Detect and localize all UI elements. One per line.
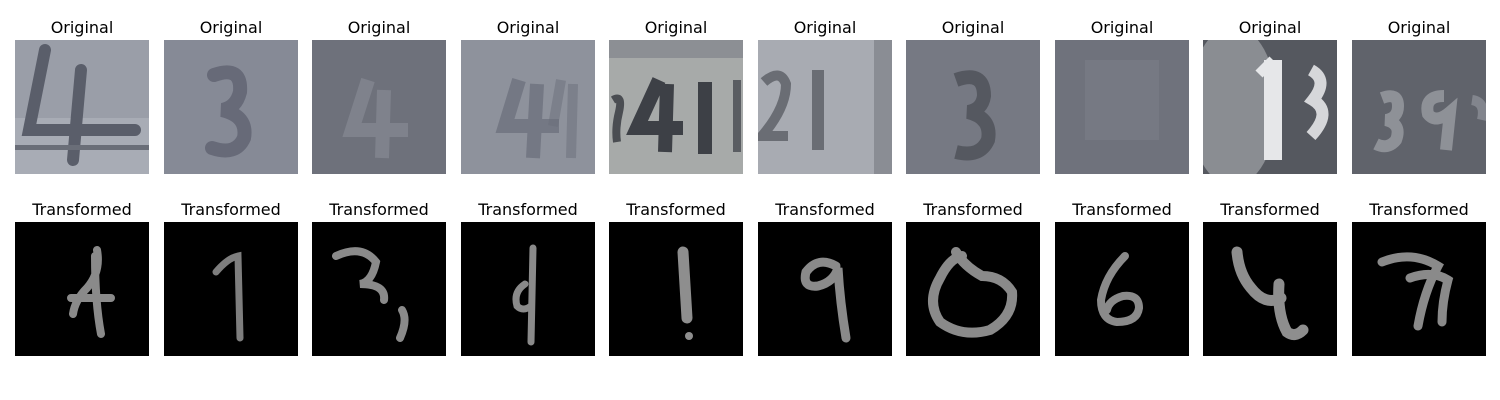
original-image-8 bbox=[1055, 40, 1189, 174]
transformed-image-7 bbox=[906, 222, 1040, 356]
original-image-2 bbox=[164, 40, 298, 174]
panel-title: Transformed bbox=[626, 200, 726, 219]
panel-title: Original bbox=[1387, 18, 1451, 37]
transformed-image-4 bbox=[461, 222, 595, 356]
panel-title: Original bbox=[496, 18, 560, 37]
panel-title: Original bbox=[644, 18, 708, 37]
panel-title: Transformed bbox=[478, 200, 578, 219]
panel-title: Transformed bbox=[775, 200, 875, 219]
original-image-10 bbox=[1352, 40, 1486, 174]
transformed-image-1 bbox=[15, 222, 149, 356]
transformed-image-3 bbox=[312, 222, 446, 356]
transformed-image-10 bbox=[1352, 222, 1486, 356]
panel-title: Original bbox=[793, 18, 857, 37]
panel-title: Transformed bbox=[181, 200, 281, 219]
panel-title: Original bbox=[1238, 18, 1302, 37]
transformed-image-5 bbox=[609, 222, 743, 356]
panel-title: Original bbox=[347, 18, 411, 37]
transformed-image-2 bbox=[164, 222, 298, 356]
transformed-image-6 bbox=[758, 222, 892, 356]
panel-title: Transformed bbox=[1369, 200, 1469, 219]
original-image-9 bbox=[1203, 40, 1337, 174]
original-image-1 bbox=[15, 40, 149, 174]
panel-title: Original bbox=[1090, 18, 1154, 37]
panel-title: Original bbox=[50, 18, 114, 37]
original-image-7 bbox=[906, 40, 1040, 174]
panel-title: Original bbox=[199, 18, 263, 37]
original-image-4 bbox=[461, 40, 595, 174]
original-image-5 bbox=[609, 40, 743, 174]
panel-title: Transformed bbox=[923, 200, 1023, 219]
panel-title: Transformed bbox=[32, 200, 132, 219]
original-image-6 bbox=[758, 40, 892, 174]
panel-title: Transformed bbox=[1072, 200, 1172, 219]
panel-title: Transformed bbox=[1220, 200, 1320, 219]
transformed-image-9 bbox=[1203, 222, 1337, 356]
original-image-3 bbox=[312, 40, 446, 174]
panel-title: Original bbox=[941, 18, 1005, 37]
panel-title: Transformed bbox=[329, 200, 429, 219]
transformed-image-8 bbox=[1055, 222, 1189, 356]
